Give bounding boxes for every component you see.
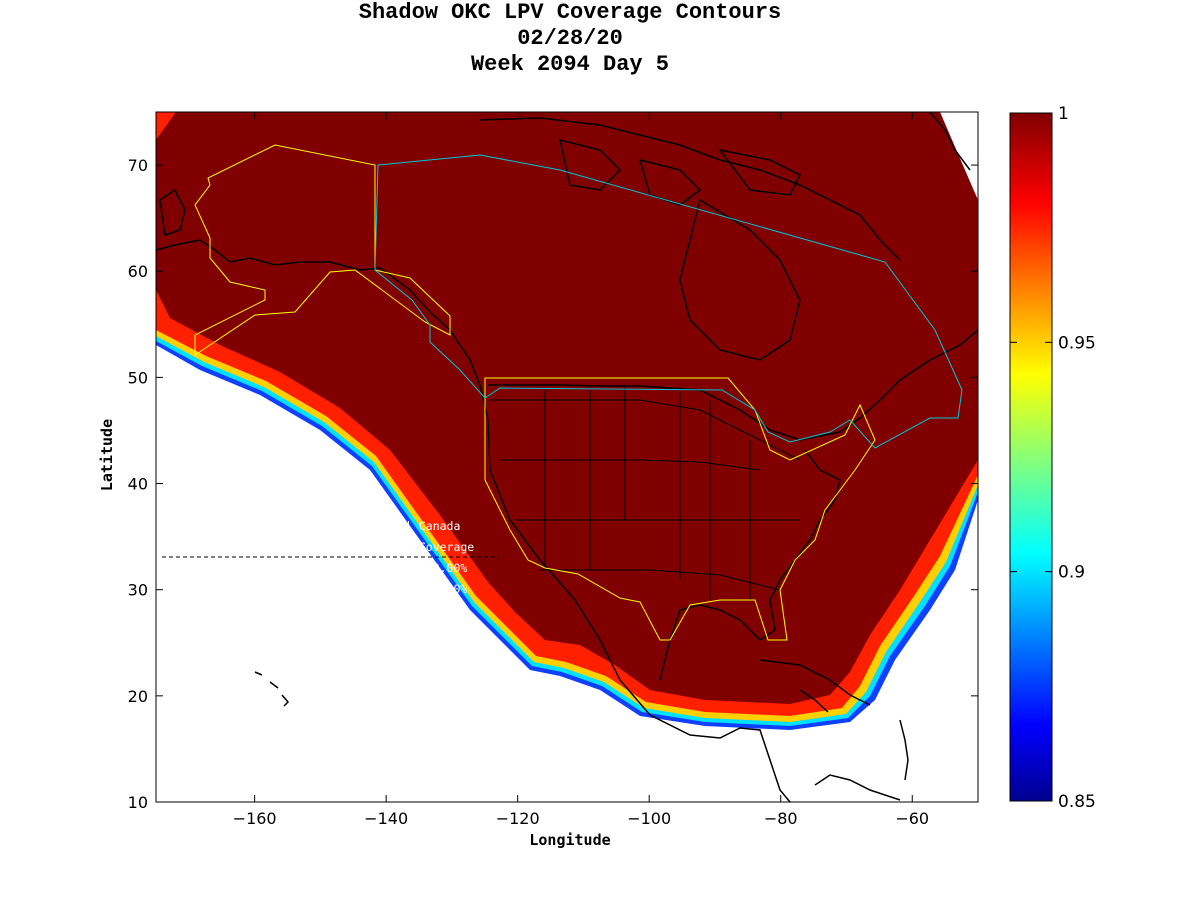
title-line-1: Shadow OKC LPV Coverage Contours [358, 0, 782, 25]
colorbar [1009, 112, 1053, 802]
y-axis-label: Latitude [98, 419, 116, 491]
coverage-contours [156, 112, 978, 802]
table-header-row-2: Avail.| Coverage |Coverage | Coverage [170, 540, 474, 554]
coastlines [156, 112, 978, 802]
y-tick-label: 70 [128, 156, 148, 175]
y-tick-label: 10 [128, 793, 148, 812]
title-line-3: Week 2094 Day 5 [470, 52, 670, 77]
table-row: 100 | 100.00% | 98.13% | 100.00% [178, 645, 467, 659]
y-tick-label: 60 [128, 262, 148, 281]
plot-frame [155, 111, 979, 803]
canada-boundary [374, 154, 963, 449]
chart-title: Shadow OKC LPV Coverage Contours 02/28/2… [0, 0, 1140, 78]
y-axis: 10 20 30 40 50 60 70 [128, 156, 978, 812]
y-tick-label: 20 [128, 687, 148, 706]
coverage-table: Percent| CONUS | Alaska | Canada Avail.|… [162, 519, 500, 659]
title-line-2: 02/28/20 [517, 26, 623, 51]
x-tick-label: −120 [496, 809, 540, 828]
table-header-row-1: Percent| CONUS | Alaska | Canada [162, 519, 460, 533]
y-tick-label: 40 [128, 475, 148, 494]
alaska-conus-boundary [194, 144, 876, 641]
colorbar-tick-label: 0.9 [1058, 563, 1085, 583]
table-rows: 95 | 100.00% | 100.00% | 100.00% 98 | 100.00%… [162, 561, 467, 659]
x-axis: −160 −140 −120 −100 −80 −60 [233, 112, 929, 828]
table-row: 99.9 | 100.00% | 98.64% | 100.00% [162, 624, 467, 638]
x-tick-label: −160 [233, 809, 277, 828]
credit-line-2: WAAS Test Team [188, 752, 268, 763]
table-row: 95 | 100.00% | 100.00% | 100.00% [178, 561, 467, 575]
colorbar-tick-label: 0.95 [1058, 333, 1096, 353]
x-tick-label: −140 [364, 809, 408, 828]
table-row: 99 | 100.00% | 99.66% | 100.00% [178, 603, 467, 617]
table-row: 98 | 100.00% | 99.66% | 100.00% [178, 582, 467, 596]
colorbar-ticks: 1 0.95 0.9 0.85 [1010, 104, 1096, 812]
colorbar-tick-label: 0.85 [1058, 792, 1096, 812]
y-tick-label: 50 [128, 368, 148, 387]
state-boundaries [490, 386, 801, 600]
credit-line-1: W.J.H. FAA Technical Center [188, 739, 343, 750]
colorbar-tick-label: 1 [1058, 104, 1069, 124]
x-tick-label: −100 [627, 809, 671, 828]
contour-full-coverage [156, 112, 978, 704]
x-tick-label: −60 [895, 809, 929, 828]
x-tick-label: −80 [764, 809, 798, 828]
y-tick-label: 30 [128, 581, 148, 600]
x-axis-label: Longitude [529, 831, 610, 849]
